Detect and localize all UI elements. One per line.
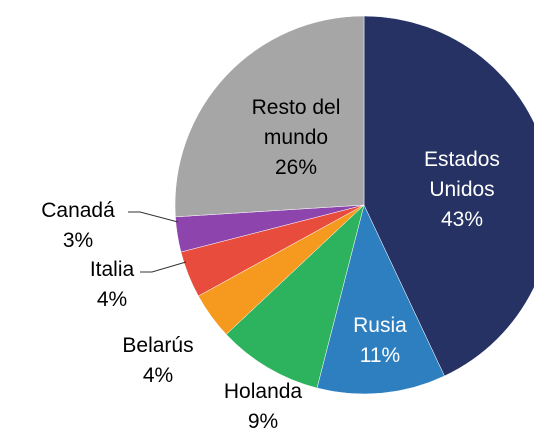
pie-slice: [363, 15, 534, 377]
leader-line: [140, 261, 187, 273]
slice-label: Canadá 3%: [23, 196, 133, 256]
slice-label: Holanda 9%: [203, 377, 323, 435]
slice-label: Rusia 11%: [335, 311, 425, 371]
category-label: Italia: [89, 258, 135, 281]
category-label: Holanda: [223, 380, 303, 403]
value-label: 4%: [96, 288, 128, 311]
value-label: 9%: [247, 410, 279, 433]
value-label: 4%: [142, 364, 174, 387]
value-label: 26%: [274, 156, 318, 179]
value-label: 11%: [359, 344, 401, 367]
category-label: Belarús: [122, 334, 194, 357]
category-label: Canadá: [41, 199, 115, 222]
leader-line: [128, 211, 179, 223]
category-label: Resto del mundo: [251, 96, 341, 149]
slice-label: Estados Unidos 43%: [407, 145, 517, 235]
pie-slice: [174, 15, 365, 218]
slice-label: Resto del mundo 26%: [241, 93, 351, 183]
slice-label: Italia 4%: [62, 255, 162, 315]
value-label: 3%: [62, 229, 94, 252]
category-label: Rusia: [353, 314, 407, 337]
pie-slice: [316, 204, 445, 395]
pie-slice: [225, 204, 365, 389]
value-label: 43%: [440, 208, 484, 231]
slice-label: Belarús 4%: [98, 331, 218, 391]
category-label: Estados Unidos: [424, 148, 500, 201]
